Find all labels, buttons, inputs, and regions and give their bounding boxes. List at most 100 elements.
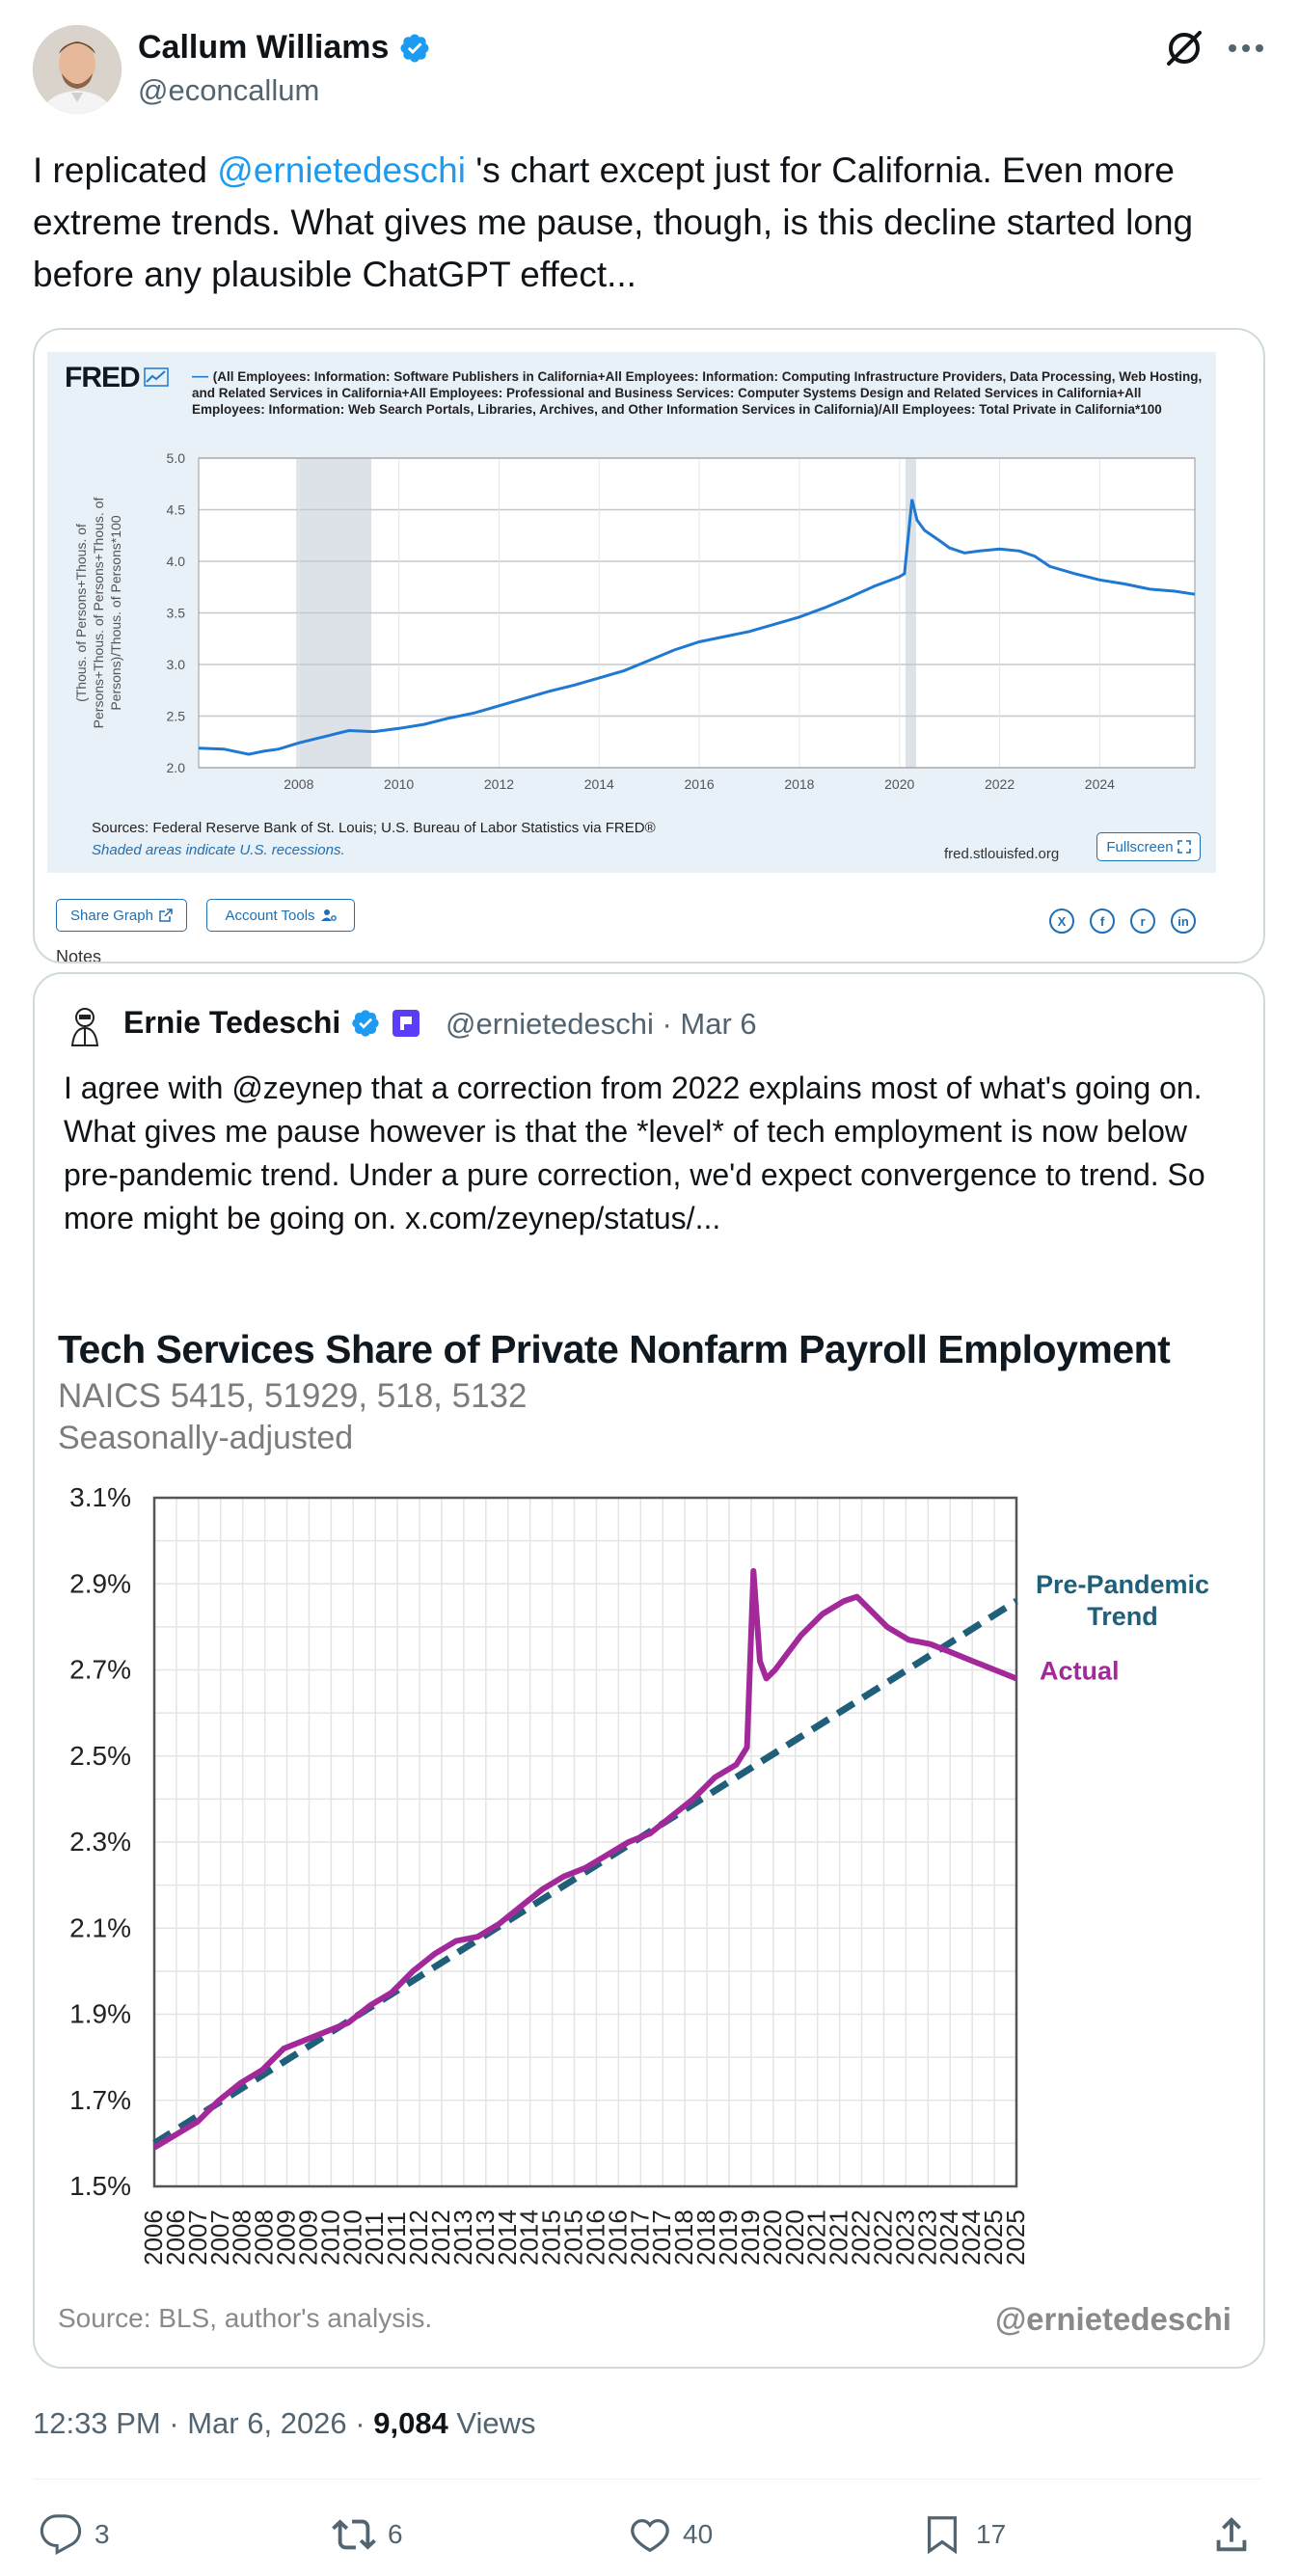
fred-y-axis-label: (Thous. of Persons+Thous. of Persons+Thou… [73, 498, 123, 729]
tech-x-tick-label: 2019 [714, 2210, 743, 2265]
tech-x-tick-label: 2021 [825, 2210, 853, 2265]
tech-x-tick-label: 2025 [979, 2210, 1008, 2265]
repost-button[interactable]: 6 [332, 2512, 403, 2557]
share-graph-label: Share Graph [70, 907, 153, 924]
fred-recession-note: Shaded areas indicate U.S. recessions. [92, 842, 345, 858]
tech-x-tick-label: 2023 [912, 2210, 941, 2265]
reply-button[interactable]: 3 [39, 2512, 110, 2557]
tech-x-tick-label: 2016 [581, 2210, 609, 2265]
bookmark-button[interactable]: 17 [920, 2512, 1006, 2557]
tweet-timestamp[interactable]: 12:33 PM · Mar 6, 2026 · [33, 2406, 374, 2440]
quoted-handle-date[interactable]: @ernietedeschi · Mar 6 [446, 1007, 757, 1041]
fred-y-tick-label: 2.0 [167, 760, 186, 775]
heart-icon [631, 2518, 669, 2553]
share-external-icon [159, 908, 173, 922]
fred-y-tick-label: 4.0 [167, 554, 186, 569]
tech-x-tick-label: 2014 [493, 2210, 522, 2265]
fred-logo-chart-icon [143, 367, 169, 387]
fullscreen-button[interactable]: Fullscreen [1096, 832, 1201, 861]
tech-x-tick-label: 2020 [758, 2210, 787, 2265]
tech-x-tick-label: 2011 [360, 2211, 389, 2265]
share-button[interactable] [1209, 2512, 1254, 2557]
tech-y-tick-label: 2.1% [69, 1912, 131, 1942]
fred-y-tick-label: 5.0 [167, 450, 186, 466]
tech-x-tick-label: 2022 [868, 2210, 897, 2265]
fred-x-tick-label: 2012 [484, 776, 514, 792]
grok-icon[interactable] [1161, 25, 1207, 71]
expand-icon [1177, 840, 1191, 854]
like-count: 40 [683, 2519, 714, 2549]
fred-x-tick-label: 2020 [884, 776, 914, 792]
facebook-share-icon[interactable]: f [1090, 908, 1115, 934]
fred-embed-card[interactable]: FRED — (All Employees: Information: Soft… [33, 328, 1265, 963]
tech-x-tick-label: 2020 [780, 2210, 809, 2265]
reddit-share-icon[interactable]: r [1130, 908, 1155, 934]
fred-x-tick-label: 2014 [584, 776, 614, 792]
share-icon [1216, 2516, 1247, 2552]
mention-link[interactable]: @ernietedeschi [217, 150, 466, 190]
account-tools-button[interactable]: Account Tools [206, 899, 355, 932]
fred-series-title-text: (All Employees: Information: Software Pu… [192, 369, 1203, 417]
author-avatar[interactable] [33, 25, 122, 114]
fred-y-axis-label-line: (Thous. of Persons+Thous. of [73, 524, 89, 702]
tech-x-tick-label: 2010 [338, 2210, 366, 2265]
tech-x-tick-label: 2014 [515, 2210, 544, 2265]
fred-chart: 2.0 2.5 3.0 3.5 4.0 4.5 5.0 2008 2010 2012 2014 201… [73, 450, 1196, 792]
user-gear-icon [320, 909, 337, 921]
fred-series-line [198, 499, 1196, 756]
tech-x-tick-label: 2017 [625, 2210, 654, 2265]
quoted-chart-title: Tech Services Share of Private Nonfarm P… [58, 1327, 1171, 1371]
tech-y-tick-label: 2.9% [69, 1568, 131, 1598]
tweet-text-suffix: 's chart except just for California. Eve… [33, 150, 1194, 294]
quoted-author-name[interactable]: Ernie Tedeschi [123, 1005, 421, 1041]
verified-badge-icon [352, 1009, 379, 1037]
tech-x-tick-label: 2006 [139, 2210, 168, 2265]
quoted-tweet-card[interactable]: Ernie Tedeschi @ernietedeschi · Mar 6 I … [33, 972, 1265, 2369]
tech-x-tick-label: 2022 [847, 2210, 876, 2265]
fullscreen-label: Fullscreen [1106, 838, 1174, 855]
repost-count: 6 [388, 2519, 403, 2549]
author-handle[interactable]: @econcallum [138, 73, 320, 107]
tweet-text-prefix: I replicated [33, 150, 218, 190]
quoted-author-avatar[interactable] [61, 1001, 109, 1049]
author-name-text[interactable]: Callum Williams [138, 29, 390, 66]
fred-y-tick-label: 3.0 [167, 657, 186, 672]
tech-x-tick-label: 2013 [471, 2210, 500, 2265]
fred-y-axis-label-line: Persons)/Thous. of Persons*100 [108, 515, 123, 711]
actual-line [152, 1567, 1018, 2151]
tech-x-tick-label: 2007 [183, 2210, 212, 2265]
share-graph-button[interactable]: Share Graph [56, 899, 187, 932]
tech-x-tick-label: 2019 [736, 2210, 765, 2265]
tech-share-chart: 2006200620072007200820082009200920102010… [69, 1482, 1209, 2265]
tech-y-tick-label: 2.7% [69, 1655, 131, 1685]
tech-y-tick-label: 3.1% [69, 1482, 131, 1512]
x-share-icon[interactable]: X [1049, 908, 1074, 934]
tech-x-tick-label: 2008 [250, 2210, 279, 2265]
fred-y-tick-label: 2.5 [167, 709, 186, 724]
quoted-chart-subtitle-2: Seasonally-adjusted [58, 1420, 354, 1456]
like-button[interactable]: 40 [627, 2512, 713, 2557]
fred-x-tick-label: 2016 [685, 776, 715, 792]
fred-y-tick-label: 3.5 [167, 606, 186, 621]
tech-x-tick-label: 2009 [293, 2210, 322, 2265]
quoted-text-line: I agree with @zeynep that a correction f… [64, 1071, 1203, 1105]
tech-x-tick-label: 2013 [448, 2210, 477, 2265]
fred-graph-panel: FRED — (All Employees: Information: Soft… [47, 352, 1216, 873]
fred-x-tick-label: 2010 [384, 776, 414, 792]
account-tools-label: Account Tools [225, 907, 315, 924]
author-name[interactable]: Callum Williams [138, 29, 431, 67]
legend-line-icon: — [192, 366, 213, 385]
fred-plot-frame [198, 457, 1196, 769]
tech-x-tick-label: 2024 [957, 2210, 986, 2265]
linkedin-share-icon[interactable]: in [1171, 908, 1196, 934]
tech-x-tick-label: 2012 [426, 2210, 455, 2265]
tech-plot-frame [152, 1496, 1018, 2188]
quoted-author-name-text[interactable]: Ernie Tedeschi [123, 1005, 341, 1040]
tech-x-tick-label: 2016 [603, 2210, 632, 2265]
tweet-metadata: 12:33 PM · Mar 6, 2026 · 9,084 Views [33, 2406, 536, 2441]
tech-y-tick-label: 2.5% [69, 1741, 131, 1771]
fred-x-tick-label: 2022 [985, 776, 1015, 792]
more-options-icon[interactable] [1221, 25, 1271, 71]
tech-x-tick-label: 2025 [1001, 2210, 1030, 2265]
tech-x-tick-label: 2017 [647, 2210, 676, 2265]
